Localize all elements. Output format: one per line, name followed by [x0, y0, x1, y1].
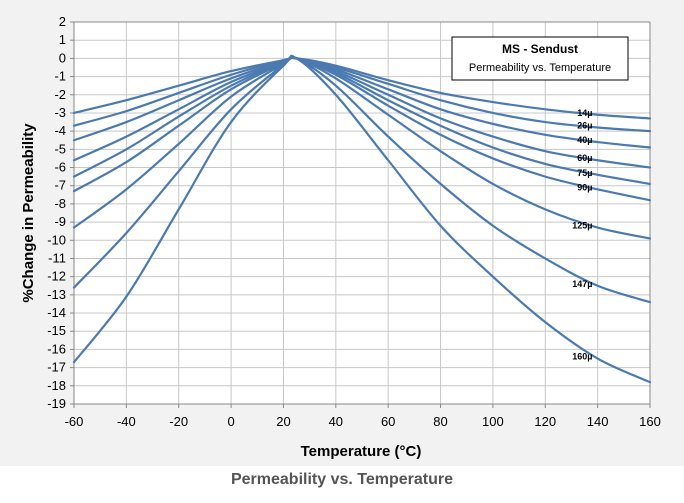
y-tick-label: -1: [54, 69, 66, 84]
chart-subtitle: Permeability vs. Temperature: [469, 62, 611, 74]
series-line: [72, 56, 652, 240]
y-tick-label: -6: [54, 160, 66, 175]
chart-figure: 2 1 0 -1 -2 -3 -4 -5 -6 -7 -8 -9 -10 -11 -12 -13 -14 -15 -…: [0, 0, 684, 466]
y-tick-label: 1: [59, 32, 66, 47]
y-tick-label: -18: [47, 378, 66, 393]
x-tick-label: 120: [534, 414, 556, 429]
plot-border: [73, 21, 651, 405]
series-line: [72, 56, 652, 202]
y-tick-label: -12: [47, 269, 66, 284]
y-tick-label: 2: [59, 14, 66, 29]
chart-title: MS - Sendust: [502, 42, 578, 56]
series-line: [72, 55, 652, 304]
y-tick-label: -2: [54, 87, 66, 102]
series-label: 75µ: [577, 168, 592, 178]
x-tick-label: 140: [587, 414, 609, 429]
x-tick-label: 20: [276, 414, 290, 429]
series-label: 26µ: [577, 121, 592, 131]
x-tick-label: 60: [381, 414, 395, 429]
x-tick-label: -60: [65, 414, 84, 429]
y-tick-label: -19: [47, 396, 66, 411]
x-tick-label: 100: [482, 414, 504, 429]
series-lines: [72, 54, 652, 384]
x-tick-label: 80: [433, 414, 447, 429]
y-tick-label: -11: [48, 250, 66, 265]
series-label: 147µ: [572, 279, 592, 289]
y-tick-label: -15: [47, 323, 66, 338]
y-tick-label: -4: [54, 123, 66, 138]
y-tick-label: -16: [47, 341, 66, 356]
x-tick-label: -20: [169, 414, 188, 429]
series-label: 40µ: [577, 135, 592, 145]
y-tick-label: -9: [54, 214, 66, 229]
y-axis-label: %Change in Permeability: [20, 123, 37, 303]
series-label: 125µ: [572, 221, 592, 231]
x-tick-label: -40: [117, 414, 136, 429]
y-tick-label: -14: [47, 305, 66, 320]
y-tick-label: -5: [54, 141, 66, 156]
figure-caption: Permeability vs. Temperature: [230, 471, 454, 488]
chart-svg: 2 1 0 -1 -2 -3 -4 -5 -6 -7 -8 -9 -10 -11 -12 -13 -14 -15 -…: [20, 14, 661, 460]
series-line: [72, 56, 652, 169]
x-tick-label: 160: [639, 414, 661, 429]
x-tick-label: 0: [227, 414, 234, 429]
series-line: [72, 56, 652, 149]
axes: 2 1 0 -1 -2 -3 -4 -5 -6 -7 -8 -9 -10 -11 -12 -13 -14 -15 -…: [47, 14, 661, 429]
y-tick-label: -8: [54, 196, 66, 211]
series-line: [72, 56, 652, 185]
series-line: [72, 56, 652, 133]
y-tick-label: -17: [47, 360, 66, 375]
series-line: [72, 54, 652, 384]
y-tick-label: -3: [54, 105, 66, 120]
series-label: 14µ: [577, 108, 592, 118]
y-tick-label: -13: [47, 287, 66, 302]
series-line: [72, 56, 652, 120]
x-tick-label: 40: [329, 414, 343, 429]
chart-title-box: MS - Sendust Permeability vs. Temperatur…: [451, 36, 629, 81]
series-label: 60µ: [577, 153, 592, 163]
series-label: 90µ: [577, 182, 592, 192]
series-label: 160µ: [572, 352, 592, 362]
y-tick-label: -7: [54, 178, 66, 193]
x-axis-label: Temperature (°C): [301, 443, 422, 460]
series-labels: 14µ 26µ 40µ 60µ 75µ 90µ 125µ 147µ 160µ: [572, 108, 592, 362]
y-tick-label: -10: [47, 232, 66, 247]
y-tick-label: 0: [59, 50, 66, 65]
